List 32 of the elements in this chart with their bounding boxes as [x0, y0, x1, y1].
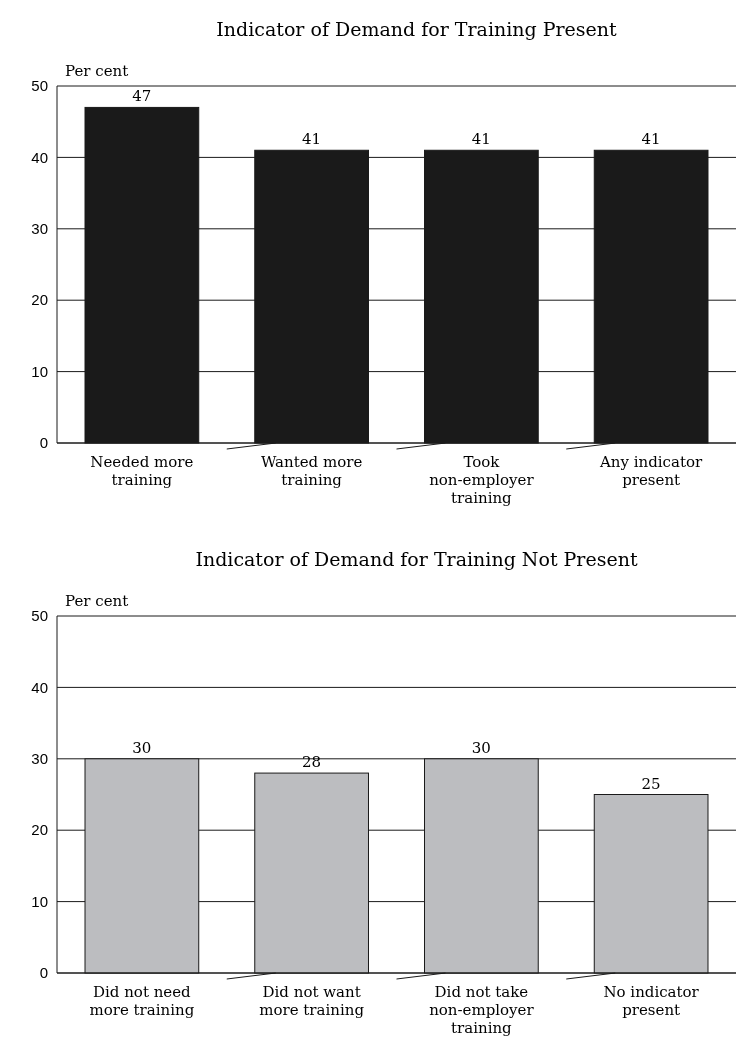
- data-label: 30: [132, 738, 152, 757]
- data-label: 30: [471, 738, 491, 757]
- y-axis-title: Per cent: [65, 592, 129, 610]
- y-tick-label: 40: [31, 148, 48, 166]
- chart-title: Indicator of Demand for Training Not Present: [195, 548, 638, 570]
- x-tick-label: Did not need more training: [89, 983, 195, 1019]
- y-tick-label: 20: [31, 291, 48, 309]
- y-tick-label: 10: [31, 892, 48, 910]
- y-tick-label: 10: [31, 362, 48, 380]
- data-label: 41: [302, 130, 322, 149]
- x-tick-label: Needed more training: [90, 453, 194, 489]
- data-label: 25: [641, 774, 661, 793]
- y-axis-title: Per cent: [65, 62, 129, 80]
- y-tick-label: 50: [31, 607, 48, 625]
- y-tick-label: 40: [31, 678, 48, 696]
- x-tick-label: Any indicator present: [599, 453, 704, 489]
- y-tick-label: 30: [31, 220, 48, 238]
- x-tick-label: Wanted more training: [260, 453, 363, 489]
- y-tick-label: 20: [31, 821, 48, 839]
- y-tick-label: 50: [31, 77, 48, 95]
- y-tick-label: 30: [31, 750, 48, 768]
- data-label: 47: [132, 87, 152, 106]
- y-tick-label: 0: [39, 434, 48, 452]
- x-tick-label: No indicator present: [603, 983, 700, 1019]
- x-tick-label: Did not want more training: [259, 983, 365, 1019]
- data-label: 41: [641, 130, 661, 149]
- data-label: 41: [471, 130, 491, 149]
- chart-title: Indicator of Demand for Training Present: [216, 18, 618, 40]
- x-tick-label: Took non-employer training: [429, 453, 535, 507]
- data-label: 28: [302, 753, 322, 772]
- y-tick-label: 0: [39, 964, 48, 982]
- x-tick-label: Did not take non-employer training: [429, 983, 535, 1037]
